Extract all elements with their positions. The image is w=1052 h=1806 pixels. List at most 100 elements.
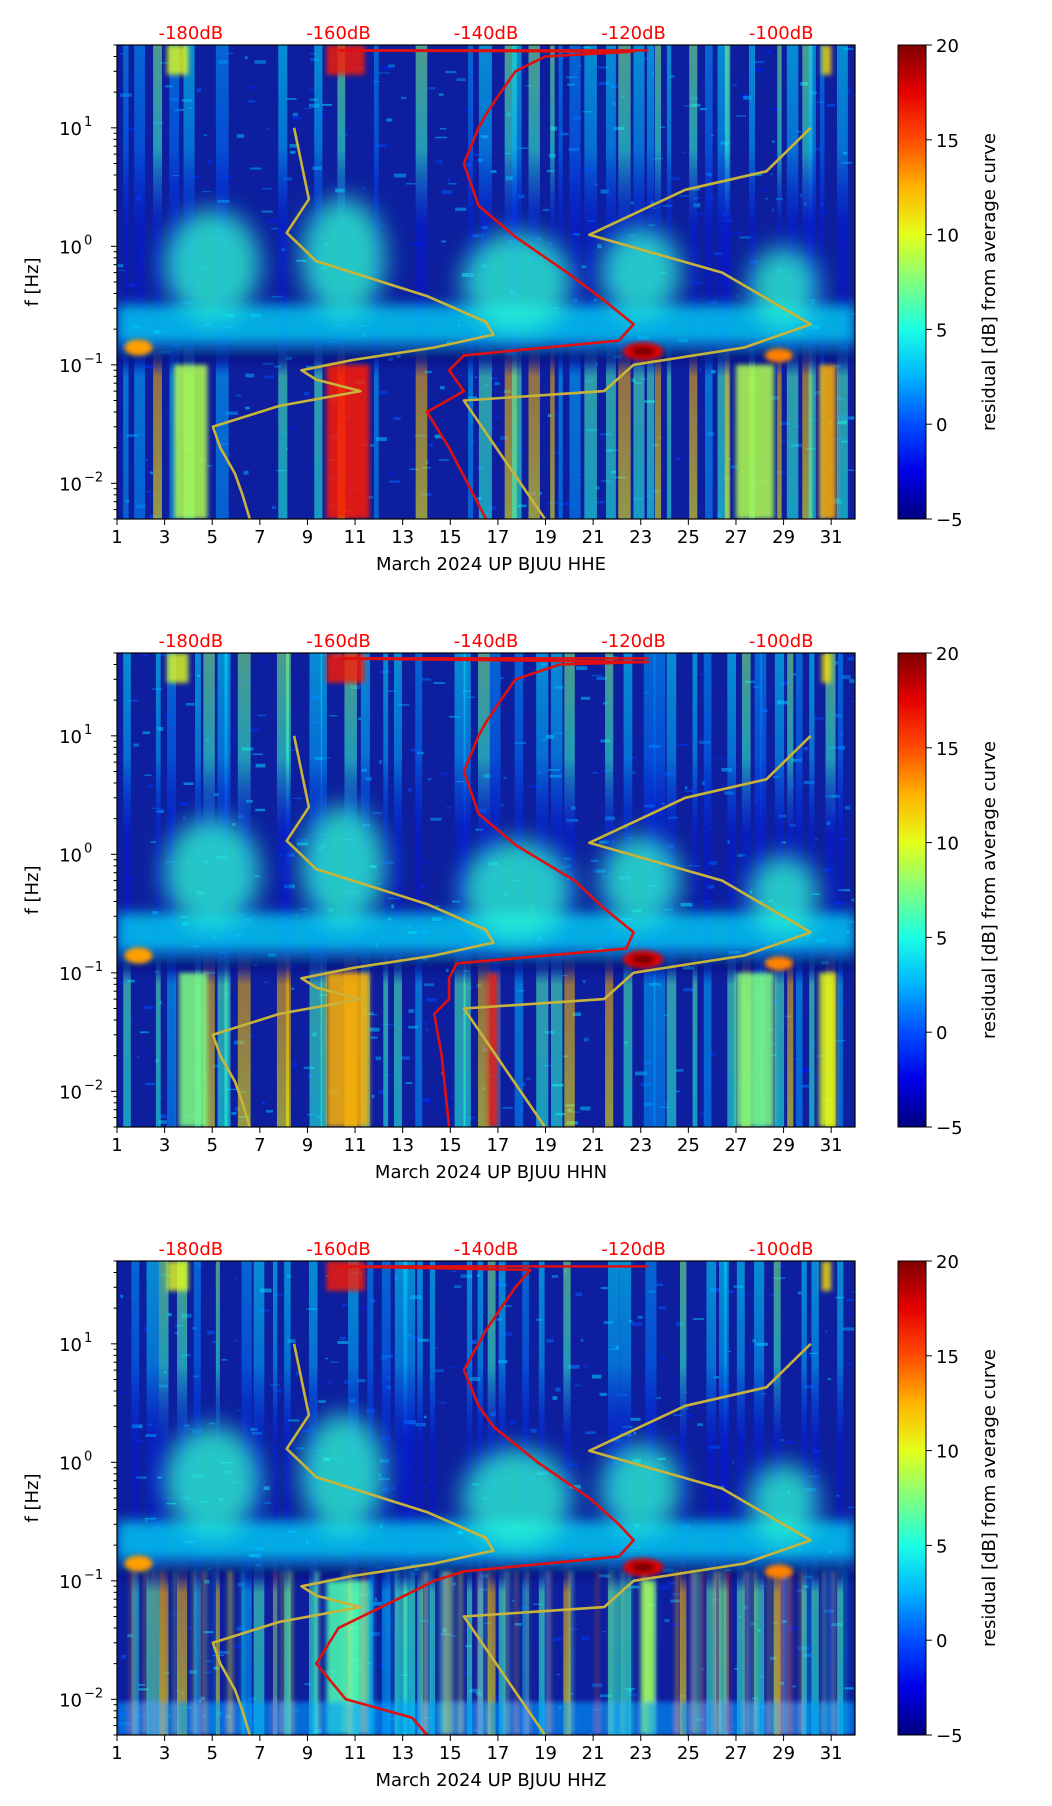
stripe — [584, 45, 597, 519]
y-tick-label: 10 — [59, 356, 82, 377]
spike — [395, 1571, 397, 1735]
spike — [718, 1571, 721, 1735]
heatmap-area — [117, 45, 855, 519]
colorbar-tick-label: 0 — [936, 1631, 947, 1652]
colorbar: −5 0 5 10 15 20 residual [dB] from average cur… — [897, 1252, 1000, 1747]
spike — [569, 1571, 572, 1735]
x-tick-label: 31 — [820, 527, 843, 548]
y-tick-label: 10 — [59, 1453, 82, 1474]
x-tick-label: 19 — [534, 527, 557, 548]
spike — [372, 1571, 374, 1735]
spike — [745, 1571, 747, 1735]
top-db-label: -100dB — [749, 1239, 814, 1260]
blob — [301, 197, 386, 318]
blob — [301, 805, 386, 926]
x-tick-label: 21 — [582, 1135, 605, 1156]
top-db-label: -160dB — [306, 23, 371, 44]
stripe — [146, 1261, 159, 1735]
colorbar-tick-label: 10 — [936, 1442, 959, 1463]
burst — [821, 45, 832, 75]
top-db-label: -180dB — [158, 1239, 223, 1260]
burst — [326, 972, 370, 1127]
colorbar-tick-label: 5 — [936, 320, 947, 341]
spike — [753, 1571, 756, 1735]
spike — [348, 1571, 351, 1735]
top-db-label: -160dB — [306, 631, 371, 652]
spike — [425, 1571, 427, 1735]
hotspot — [764, 956, 793, 971]
spike — [694, 1571, 696, 1735]
x-tick-label: 13 — [391, 527, 414, 548]
x-axis-label: March 2024 UP BJUU HHZ — [375, 1770, 606, 1791]
x-tick-label: 11 — [344, 527, 367, 548]
storm-blobs — [164, 197, 819, 332]
y-tick-label: 10 — [59, 845, 82, 866]
x-axis: 1 3 5 7 9 11 13 15 17 19 21 23 25 27 29 31 — [111, 1127, 843, 1156]
x-tick-label: 19 — [534, 1135, 557, 1156]
x-tick-label: 27 — [725, 1743, 748, 1764]
x-tick-label: 19 — [534, 1743, 557, 1764]
spike — [315, 1571, 317, 1735]
stripe — [819, 45, 825, 519]
stripe — [837, 1261, 844, 1735]
stripe — [569, 45, 581, 519]
spike — [204, 1571, 207, 1735]
x-tick-label: 17 — [486, 1743, 509, 1764]
top-db-label: -160dB — [306, 1239, 371, 1260]
colorbar: −5 0 5 10 15 20 residual [dB] from average cur… — [897, 36, 1000, 531]
low-frequency-bursts — [117, 1571, 855, 1735]
spike — [823, 1571, 826, 1735]
stripe — [724, 1261, 729, 1735]
blob — [600, 227, 681, 318]
stripe — [131, 1261, 140, 1735]
stripe — [123, 45, 129, 519]
stripe — [123, 653, 131, 1127]
colorbar-tick-label: −5 — [936, 1726, 963, 1747]
spike — [447, 1571, 449, 1735]
y-tick-exponent: −2 — [84, 1686, 103, 1701]
x-tick-label: 3 — [159, 1743, 170, 1764]
blob — [164, 1425, 261, 1536]
x-tick-label: 3 — [159, 1135, 170, 1156]
stripe — [454, 653, 466, 1127]
low-frequency-bursts — [174, 364, 836, 519]
stripe — [717, 45, 729, 519]
stripe — [719, 1261, 727, 1735]
spike — [449, 1571, 451, 1735]
x-tick-label: 21 — [582, 527, 605, 548]
burst — [821, 1261, 832, 1291]
x-axis-label: March 2024 UP BJUU HHE — [376, 554, 606, 575]
spike — [343, 1571, 345, 1735]
y-tick-label: 10 — [59, 119, 82, 140]
stripe — [692, 653, 698, 1127]
burst — [819, 972, 836, 1127]
x-tick-label: 13 — [391, 1135, 414, 1156]
colorbar-tick-label: 5 — [936, 1536, 947, 1557]
x-tick-label: 3 — [159, 527, 170, 548]
blob — [748, 1463, 819, 1544]
colorbar-tick-label: 20 — [936, 1252, 959, 1273]
spike — [423, 1571, 426, 1735]
top-db-label: -140dB — [454, 1239, 519, 1260]
spike — [713, 1571, 716, 1735]
x-tick-label: 1 — [111, 1135, 122, 1156]
spike — [444, 1571, 446, 1735]
hotspot — [124, 1555, 153, 1572]
spike — [725, 1571, 728, 1735]
spike — [287, 1571, 290, 1735]
spike — [808, 1571, 810, 1735]
y-tick-exponent: 1 — [84, 723, 92, 738]
burst — [166, 45, 189, 75]
stripe — [680, 1261, 687, 1735]
spike — [596, 1571, 599, 1735]
y-tick-exponent: −2 — [84, 1078, 103, 1093]
spike — [829, 1571, 832, 1735]
spike — [691, 1571, 693, 1735]
stripe — [393, 653, 402, 1127]
high-frequency-bursts — [166, 1261, 832, 1291]
high-noise-model-curve — [462, 126, 813, 519]
top-db-label: -120dB — [601, 1239, 666, 1260]
spike — [317, 1571, 320, 1735]
colorbar-tick-label: 5 — [936, 928, 947, 949]
